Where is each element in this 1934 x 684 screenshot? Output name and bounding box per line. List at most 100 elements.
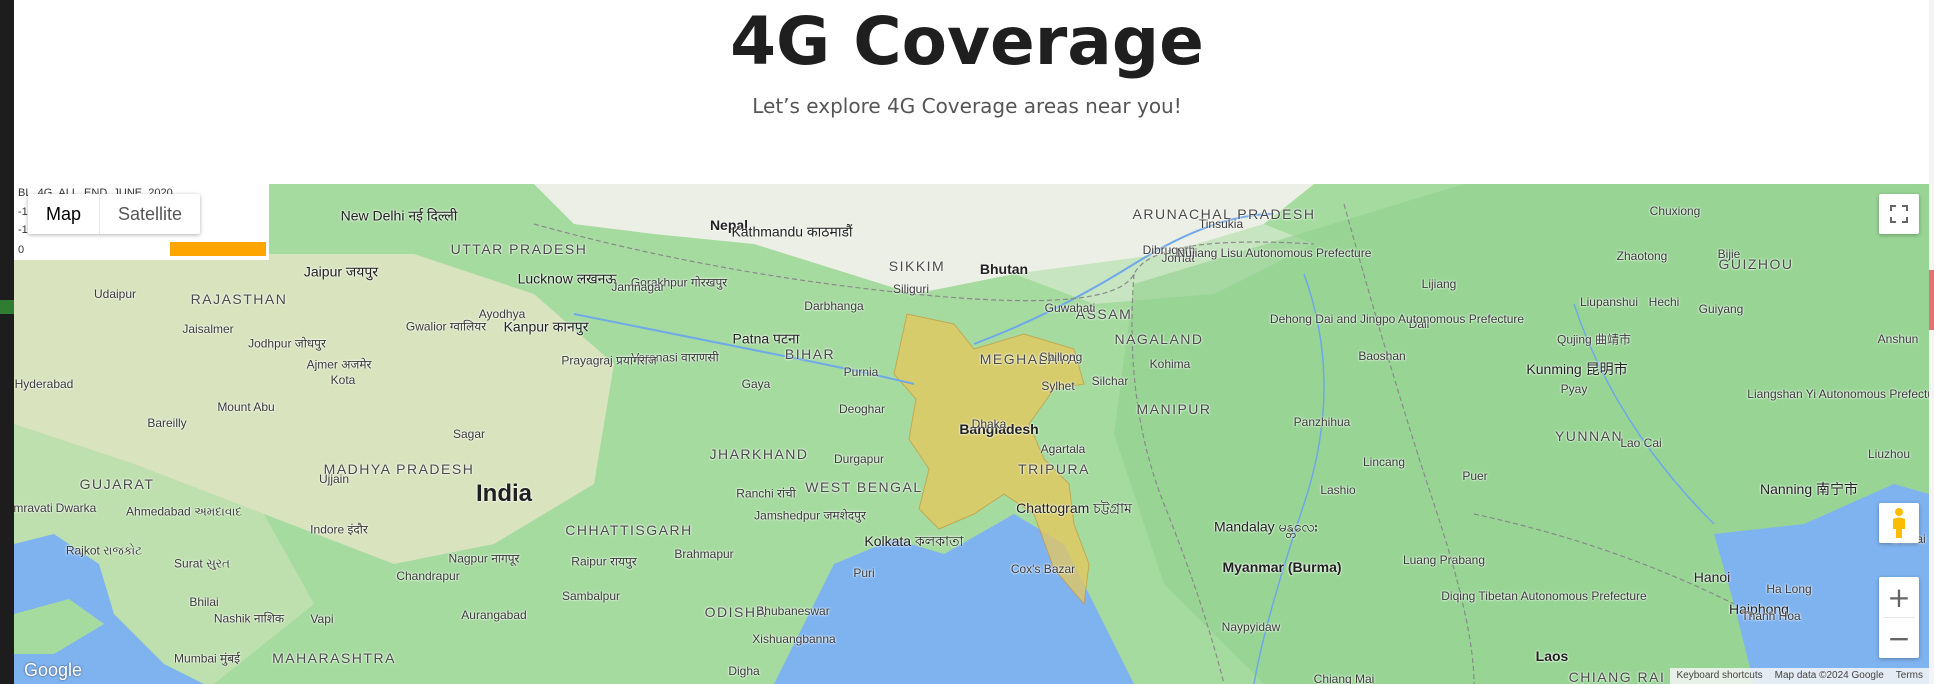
- map-label: Dali: [1408, 317, 1430, 331]
- map-label: NAGALAND: [1114, 331, 1204, 347]
- map-label: Bareilly: [147, 416, 187, 430]
- map-label: UTTAR PRADESH: [450, 241, 588, 257]
- map-label: Kathmandu काठमाडौं: [731, 223, 853, 240]
- map-label: Gaya: [741, 377, 771, 391]
- map-label: Bhubaneswar: [756, 604, 830, 618]
- map-label: MADHYA PRADESH: [323, 461, 475, 477]
- map-label: Nanning 南宁市: [1759, 481, 1859, 497]
- map-label: Kota: [330, 373, 356, 387]
- map-label: ODISHA: [704, 604, 768, 620]
- map-label: Raipur रायपुर: [571, 554, 637, 569]
- map-label: Ayodhya: [478, 307, 526, 321]
- map-label: Aurangabad: [461, 608, 527, 622]
- map-label: Jaipur जयपुर: [303, 263, 379, 280]
- fullscreen-button[interactable]: [1879, 194, 1919, 234]
- coverage-map[interactable]: India Nepal Bhutan Bangladesh Myanmar (Burma…: [14, 184, 1929, 684]
- map-label: Digha: [728, 664, 760, 678]
- map-label: Liangshan Yi Autonomous Prefecture: [1747, 387, 1929, 401]
- plus-icon: +: [1887, 580, 1911, 614]
- terms-link[interactable]: Terms: [1895, 670, 1923, 681]
- map-label: Lao Cai: [1620, 436, 1662, 450]
- zoom-in-button[interactable]: +: [1879, 577, 1919, 617]
- map-label: Myanmar (Burma): [1222, 559, 1342, 575]
- map-type-map-button[interactable]: Map: [46, 204, 82, 224]
- map-label: Surat સુરત: [174, 556, 230, 571]
- pegman-icon: [1893, 508, 1905, 538]
- map-label: CHHATTISGARH: [565, 522, 693, 538]
- map-label: Sylhet: [1041, 379, 1075, 393]
- map-label: Tinsukia: [1198, 217, 1244, 231]
- page-subtitle: Let’s explore 4G Coverage areas near you…: [752, 94, 1182, 118]
- map-label: ASSAM: [1075, 306, 1133, 322]
- map-label: Jamshedpur जमशेदपुर: [754, 508, 866, 523]
- map-label: Silchar: [1091, 374, 1129, 388]
- map-label: Laos: [1535, 648, 1569, 664]
- map-label: Naypyidaw: [1221, 620, 1281, 634]
- legend-tick: 0: [18, 244, 25, 256]
- map-label: Ha Long: [1766, 582, 1812, 596]
- map-label: Chattogram চট্টগ্রাম: [1016, 500, 1132, 516]
- map-label: Dhaka: [971, 417, 1007, 431]
- map-label: Bhilai: [189, 595, 219, 609]
- map-label: Guiyang: [1698, 302, 1744, 316]
- map-label: Lijiang: [1421, 277, 1457, 291]
- map-label: Kanpur कानपुर: [503, 318, 589, 335]
- map-label: JHARKHAND: [709, 446, 809, 462]
- map-label: Chiang Mai: [1313, 672, 1375, 684]
- map-label: Dwarka: [55, 501, 97, 515]
- map-label: Nagpur नागपूर: [448, 551, 520, 566]
- map-attribution: Keyboard shortcuts Map data ©2024 Google…: [1670, 668, 1929, 684]
- map-label: Nepal: [709, 217, 749, 233]
- map-label: Siliguri: [892, 282, 930, 296]
- map-label: Jodhpur जोधपुर: [248, 336, 326, 351]
- map-label: MAHARASHTRA: [272, 650, 396, 666]
- legend-color-bar: [170, 242, 266, 256]
- map-label: Liupanshui: [1579, 295, 1639, 309]
- map-label: Hanoi: [1693, 569, 1731, 585]
- map-label: Dibrugarh: [1142, 243, 1196, 257]
- map-label: WEST BENGAL: [805, 479, 923, 495]
- map-label: Udaipur: [93, 287, 137, 301]
- map-label: Deoghar: [838, 402, 886, 416]
- left-edge-accent: [0, 300, 14, 314]
- minus-icon: −: [1887, 621, 1911, 655]
- map-label: RAJASTHAN: [190, 291, 288, 307]
- map-label: Shillong: [1039, 350, 1083, 364]
- map-label: Zhaotong: [1616, 249, 1668, 263]
- map-label: Sambalpur: [561, 589, 621, 603]
- map-label: Hechi: [1648, 295, 1680, 309]
- map-label: Pyay: [1560, 382, 1588, 396]
- map-label: Vapi: [310, 612, 334, 626]
- page-title: 4G Coverage: [730, 3, 1204, 80]
- keyboard-shortcuts-link[interactable]: Keyboard shortcuts: [1676, 670, 1763, 681]
- street-view-button[interactable]: [1879, 503, 1919, 543]
- map-label: Liuzhou: [1867, 447, 1911, 461]
- map-label: TRIPURA: [1018, 461, 1090, 477]
- map-label: Amravati: [14, 501, 53, 515]
- map-label: Hyderabad: [14, 377, 74, 391]
- map-label: Ranchi रांची: [736, 486, 796, 501]
- google-logo[interactable]: Google: [24, 660, 83, 680]
- map-label: Nujiang Lisu Autonomous Prefecture: [1176, 246, 1372, 260]
- map-label: Bijie: [1717, 247, 1741, 261]
- map-label: SIKKIM: [888, 258, 946, 274]
- map-label: GUIZHOU: [1718, 256, 1794, 272]
- map-label: MEGHALAYA: [979, 351, 1079, 367]
- map-label: Darbhanga: [804, 299, 864, 313]
- right-edge-accent: [1929, 270, 1934, 330]
- map-label: Panzhihua: [1293, 415, 1351, 429]
- map-label: Jamnagar: [611, 280, 665, 294]
- map-label: Bhutan: [979, 261, 1029, 277]
- zoom-out-button[interactable]: −: [1879, 618, 1919, 658]
- map-label: Kolkata কলকাতা: [864, 533, 964, 549]
- map-label: MANIPUR: [1136, 401, 1212, 417]
- map-label: Ujjain: [318, 472, 350, 486]
- map-label: Nashik नाशिक: [213, 611, 285, 626]
- map-label: Durgapur: [833, 452, 885, 466]
- map-label: Lashio: [1320, 483, 1356, 497]
- map-type-satellite-button[interactable]: Satellite: [99, 194, 200, 234]
- map-label: BIHAR: [784, 346, 836, 362]
- fullscreen-icon: [1890, 205, 1908, 223]
- map-data-credit: Map data ©2024 Google: [1774, 670, 1884, 681]
